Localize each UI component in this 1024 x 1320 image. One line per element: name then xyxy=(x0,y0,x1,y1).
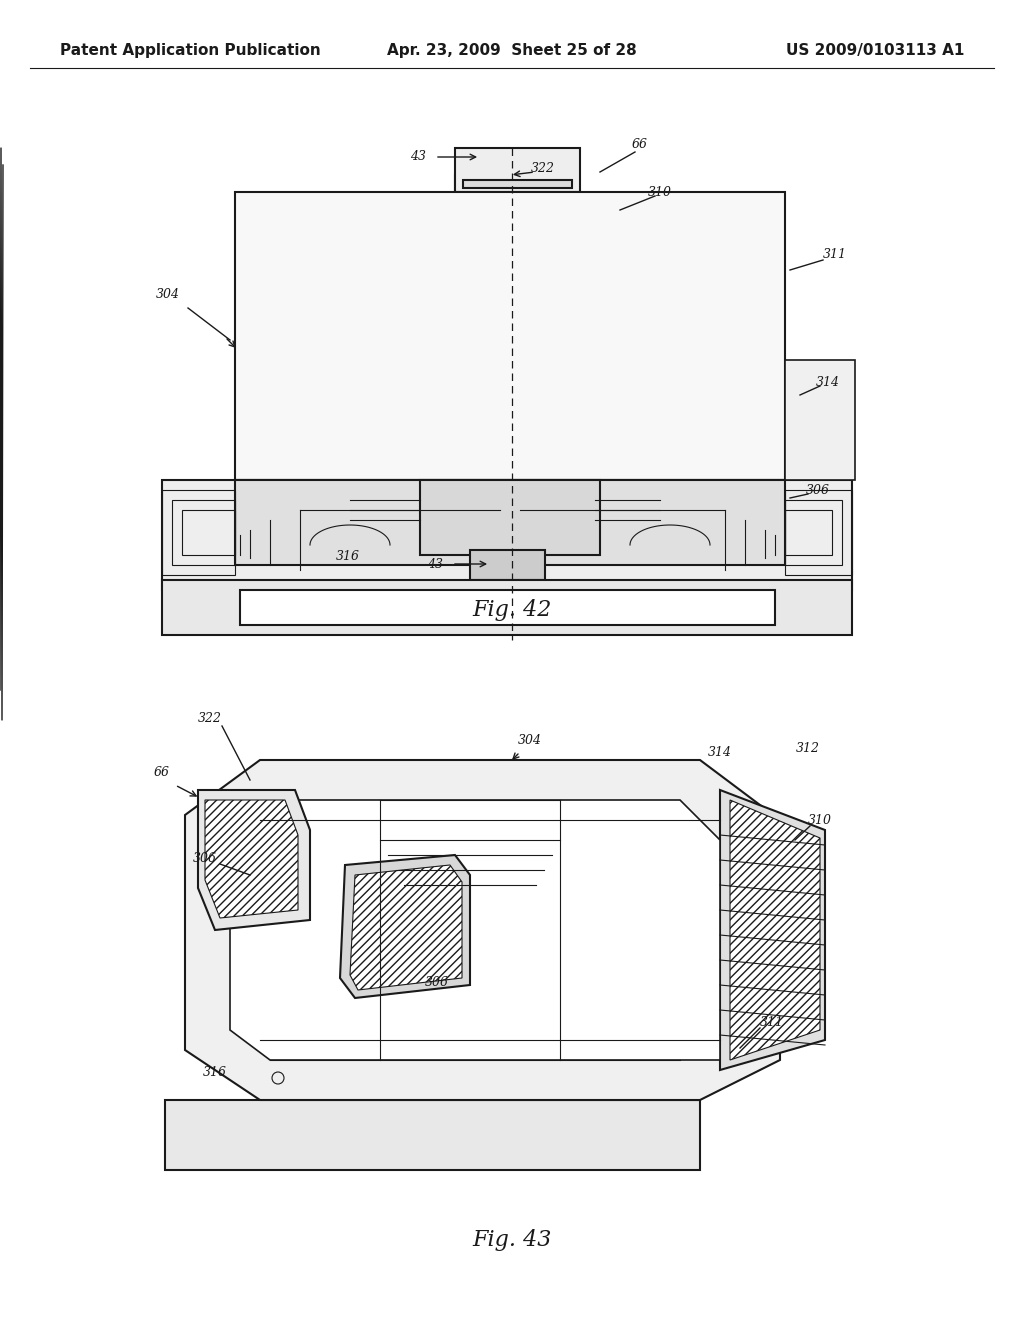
Text: 314: 314 xyxy=(816,375,840,388)
Polygon shape xyxy=(205,800,298,917)
Bar xyxy=(785,500,842,565)
Text: 314: 314 xyxy=(708,746,732,759)
Polygon shape xyxy=(340,855,470,998)
Polygon shape xyxy=(350,865,462,990)
Bar xyxy=(785,490,852,576)
Text: 322: 322 xyxy=(198,711,222,725)
Bar xyxy=(234,191,785,480)
Polygon shape xyxy=(165,1100,700,1170)
Bar xyxy=(162,579,852,635)
Bar xyxy=(172,500,234,565)
Text: 316: 316 xyxy=(336,549,360,562)
Text: 43: 43 xyxy=(410,150,426,164)
Bar xyxy=(463,180,572,187)
Text: Patent Application Publication: Patent Application Publication xyxy=(60,42,321,58)
Bar xyxy=(182,510,234,554)
Text: 306: 306 xyxy=(425,975,449,989)
Text: 306: 306 xyxy=(193,851,217,865)
Polygon shape xyxy=(720,789,825,1071)
Polygon shape xyxy=(198,789,310,931)
Text: 310: 310 xyxy=(648,186,672,198)
Text: 316: 316 xyxy=(203,1065,227,1078)
Text: 66: 66 xyxy=(632,139,648,152)
Polygon shape xyxy=(185,760,780,1100)
Polygon shape xyxy=(730,800,820,1060)
Text: US 2009/0103113 A1: US 2009/0103113 A1 xyxy=(785,42,964,58)
Text: 304: 304 xyxy=(156,289,180,301)
Bar xyxy=(420,480,600,554)
Text: 306: 306 xyxy=(806,483,830,496)
Text: 311: 311 xyxy=(760,1015,784,1028)
Bar xyxy=(785,510,831,554)
Bar xyxy=(455,176,565,220)
Text: Apr. 23, 2009  Sheet 25 of 28: Apr. 23, 2009 Sheet 25 of 28 xyxy=(387,42,637,58)
Text: 322: 322 xyxy=(531,161,555,174)
Text: 312: 312 xyxy=(796,742,820,755)
Text: 43: 43 xyxy=(427,557,443,570)
Text: 311: 311 xyxy=(823,248,847,261)
Bar xyxy=(455,148,580,191)
Bar xyxy=(162,480,852,590)
Polygon shape xyxy=(230,800,720,1060)
Bar xyxy=(470,550,545,579)
Text: 304: 304 xyxy=(518,734,542,747)
Text: 310: 310 xyxy=(808,813,831,826)
Bar xyxy=(234,480,785,565)
Text: 66: 66 xyxy=(154,766,170,779)
Bar xyxy=(240,590,775,624)
Text: Fig. 42: Fig. 42 xyxy=(472,599,552,620)
Bar xyxy=(162,490,234,576)
Bar xyxy=(785,360,855,480)
Text: Fig. 43: Fig. 43 xyxy=(472,1229,552,1251)
